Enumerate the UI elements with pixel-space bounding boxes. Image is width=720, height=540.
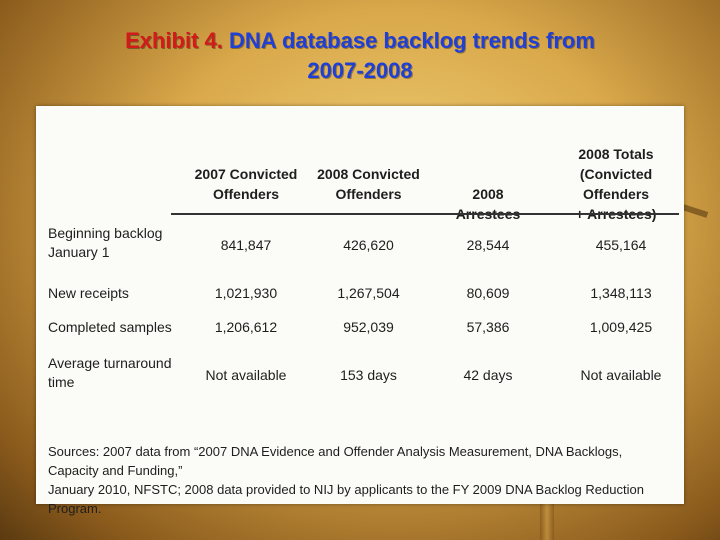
header-line: 2008 Convicted	[317, 166, 420, 182]
row-label-new-receipts: New receipts	[48, 284, 178, 303]
table-cell: 841,847	[220, 237, 272, 253]
table-cell: 1,021,930	[214, 285, 278, 301]
row-label-line: time	[48, 374, 75, 390]
table-cell: 28,544	[466, 237, 510, 253]
table-cell: 1,267,504	[337, 285, 400, 301]
row-label-line: New receipts	[48, 285, 129, 301]
table-cell: 153 days	[340, 367, 397, 383]
header-divider	[171, 213, 679, 215]
sources-note: Sources: 2007 data from “2007 DNA Eviden…	[48, 442, 668, 518]
table-panel: 2007 Convicted Offenders 2008 Convicted …	[36, 106, 684, 516]
row-label-line: Average turnaround	[48, 355, 172, 371]
header-line: Offenders	[335, 186, 402, 202]
table-cell: 426,620	[343, 237, 394, 253]
header-line: 2008 Totals	[578, 146, 654, 162]
table-cell: 1,009,425	[589, 319, 653, 335]
table-cell: 455,164	[595, 237, 647, 253]
table-cell: Not available	[580, 367, 662, 383]
table-cell: 952,039	[343, 319, 394, 335]
header-line: (Convicted Offenders	[579, 166, 653, 202]
title-line-1: DNA database backlog trends from	[228, 28, 595, 53]
column-header-2008-arrestees: 2008 Arrestees	[440, 184, 536, 224]
row-label-average-turnaround: Average turnaround time	[48, 354, 178, 392]
row-label-line: Completed samples	[48, 319, 172, 335]
header-line: 2008 Arrestees	[455, 186, 521, 222]
slide-title: Exhibit 4. DNA database backlog trends f…	[0, 26, 720, 86]
row-label-line: Beginning backlog	[48, 225, 163, 241]
table-cell: 80,609	[466, 285, 510, 301]
column-header-2008-convicted: 2008 Convicted Offenders	[311, 164, 426, 204]
table-cell: 1,348,113	[590, 285, 652, 301]
table-cell: 57,386	[466, 319, 510, 335]
column-header-2007-convicted: 2007 Convicted Offenders	[186, 164, 306, 204]
table-cell: Not available	[205, 367, 287, 383]
table-cell: 1,206,612	[214, 319, 278, 335]
title-line-2: 2007-2008	[307, 58, 413, 83]
header-line: Offenders	[212, 186, 280, 202]
table-cell: 42 days	[463, 367, 513, 383]
sources-line: January 2010, NFSTC; 2008 data provided …	[48, 482, 644, 516]
row-label-completed-samples: Completed samples	[48, 318, 178, 337]
exhibit-label: Exhibit 4.	[125, 28, 223, 53]
column-header-2008-totals: 2008 Totals (Convicted Offenders + Arres…	[551, 144, 681, 224]
header-line: 2007 Convicted	[194, 166, 298, 182]
row-label-beginning-backlog: Beginning backlog January 1	[48, 224, 178, 262]
sources-line: Sources: 2007 data from “2007 DNA Eviden…	[48, 444, 623, 478]
row-label-line: January 1	[48, 244, 110, 260]
